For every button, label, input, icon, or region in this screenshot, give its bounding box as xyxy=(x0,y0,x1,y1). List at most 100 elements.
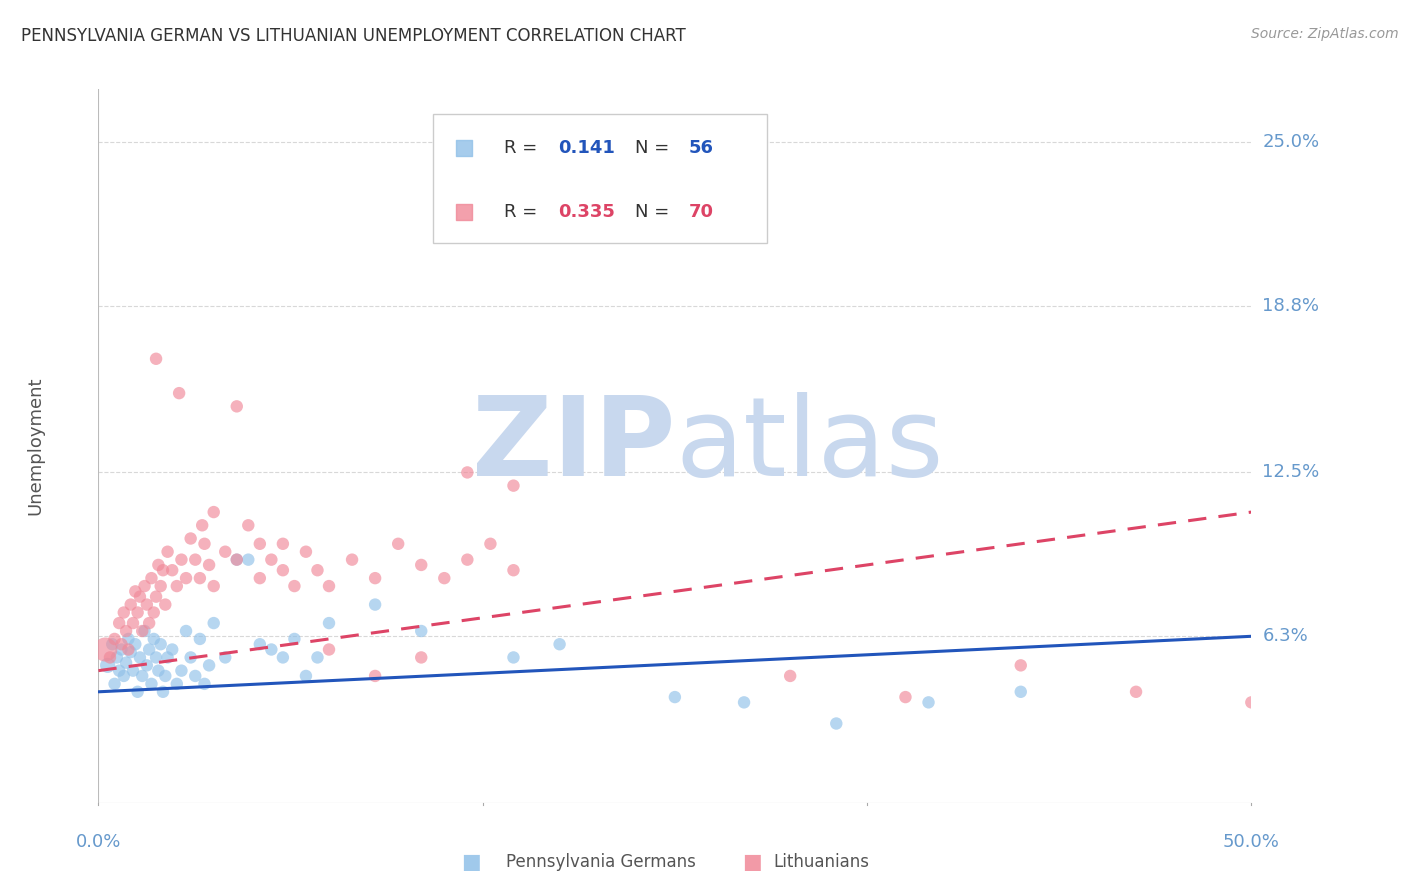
Point xyxy=(155,598,177,612)
Point xyxy=(124,637,146,651)
Point xyxy=(152,685,174,699)
Point xyxy=(166,579,188,593)
Point xyxy=(191,518,214,533)
Point xyxy=(115,656,138,670)
Text: 0.335: 0.335 xyxy=(558,203,616,221)
Point xyxy=(117,642,139,657)
Point xyxy=(103,677,125,691)
Point xyxy=(1240,695,1263,709)
Point xyxy=(307,563,329,577)
Point xyxy=(138,642,160,657)
Point xyxy=(1125,685,1147,699)
Point xyxy=(155,669,177,683)
Point xyxy=(894,690,917,704)
Point xyxy=(295,545,318,559)
Point xyxy=(188,632,211,646)
Point xyxy=(202,505,225,519)
Text: ■: ■ xyxy=(742,852,762,871)
Point xyxy=(134,579,156,593)
Point xyxy=(120,598,142,612)
Text: R =: R = xyxy=(505,139,543,157)
Point xyxy=(1010,685,1032,699)
Point xyxy=(135,598,157,612)
Point xyxy=(160,642,183,657)
Point xyxy=(202,616,225,631)
Text: 18.8%: 18.8% xyxy=(1263,297,1319,315)
Point xyxy=(145,590,167,604)
Point xyxy=(149,579,172,593)
Point xyxy=(411,558,433,572)
Point xyxy=(260,552,283,566)
Point xyxy=(249,571,271,585)
Point xyxy=(124,584,146,599)
Point xyxy=(180,532,202,546)
Text: N =: N = xyxy=(634,139,669,157)
Point xyxy=(108,616,131,631)
Text: 0.141: 0.141 xyxy=(558,139,616,157)
Point xyxy=(664,690,686,704)
Text: 70: 70 xyxy=(689,203,714,221)
Point xyxy=(110,642,132,657)
Text: PENNSYLVANIA GERMAN VS LITHUANIAN UNEMPLOYMENT CORRELATION CHART: PENNSYLVANIA GERMAN VS LITHUANIAN UNEMPL… xyxy=(21,27,686,45)
Point xyxy=(141,677,163,691)
Point xyxy=(318,579,340,593)
Text: Lithuanians: Lithuanians xyxy=(773,853,869,871)
Point xyxy=(318,642,340,657)
Point xyxy=(108,664,131,678)
Point xyxy=(184,669,207,683)
Point xyxy=(145,650,167,665)
Text: 50.0%: 50.0% xyxy=(1223,833,1279,851)
Point xyxy=(825,716,848,731)
Point xyxy=(112,669,135,683)
Point xyxy=(188,571,211,585)
Point xyxy=(271,563,294,577)
Point xyxy=(115,624,138,638)
Point xyxy=(456,552,478,566)
Point xyxy=(260,642,283,657)
Point xyxy=(271,537,294,551)
Point xyxy=(105,650,128,665)
Text: ■: ■ xyxy=(461,852,481,871)
Point xyxy=(156,545,179,559)
Point xyxy=(117,632,139,646)
Point xyxy=(148,558,170,572)
Point xyxy=(202,579,225,593)
Point xyxy=(1010,658,1032,673)
Text: ZIP: ZIP xyxy=(471,392,675,500)
Point xyxy=(548,637,571,651)
Point xyxy=(225,400,247,414)
Point xyxy=(411,624,433,638)
Point xyxy=(134,624,156,638)
Point xyxy=(502,478,524,492)
Text: Source: ZipAtlas.com: Source: ZipAtlas.com xyxy=(1251,27,1399,41)
Point xyxy=(193,537,215,551)
Point xyxy=(174,624,197,638)
Point xyxy=(364,669,387,683)
Point xyxy=(364,571,387,585)
Point xyxy=(340,552,363,566)
Point xyxy=(433,571,456,585)
Point xyxy=(214,545,236,559)
Point xyxy=(94,642,117,657)
Point xyxy=(131,669,153,683)
Point xyxy=(152,563,174,577)
Point xyxy=(184,552,207,566)
Point xyxy=(122,616,145,631)
Text: N =: N = xyxy=(634,203,669,221)
Point xyxy=(138,616,160,631)
Point xyxy=(141,571,163,585)
Text: 6.3%: 6.3% xyxy=(1263,627,1308,645)
Point xyxy=(779,669,801,683)
Point xyxy=(917,695,939,709)
Point xyxy=(193,677,215,691)
Point xyxy=(103,632,125,646)
Point xyxy=(145,351,167,366)
Point xyxy=(238,518,260,533)
Point xyxy=(479,537,502,551)
Point xyxy=(283,579,305,593)
Text: R =: R = xyxy=(505,203,543,221)
Point xyxy=(295,669,318,683)
Point xyxy=(283,632,305,646)
Point xyxy=(387,537,409,551)
Point xyxy=(249,537,271,551)
